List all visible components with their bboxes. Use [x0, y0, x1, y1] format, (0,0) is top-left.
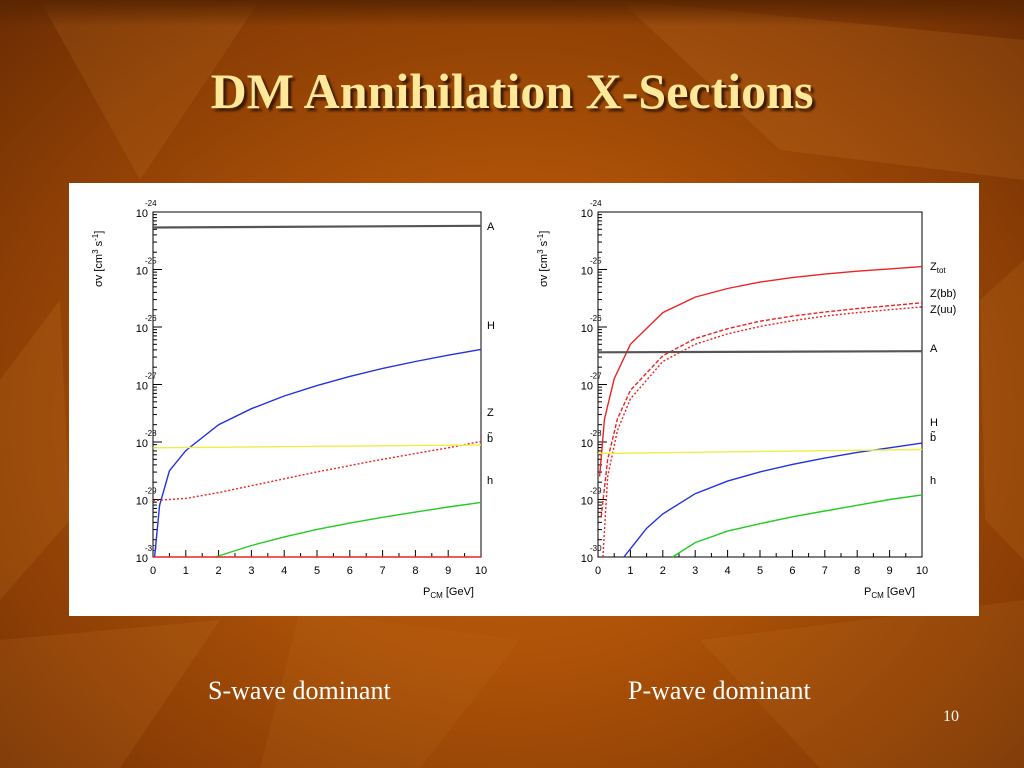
chart2-y-tick-exponent: -24: [590, 199, 602, 208]
chart2-x-tick-label: 7: [822, 565, 828, 577]
caption-left: S-wave dominant: [208, 676, 391, 705]
chart2-x-axis-label: PCM [GeV]: [864, 586, 915, 600]
chart1-series-b: [152, 444, 482, 449]
chart2-curve-label: b̃: [930, 431, 936, 444]
chart2-y-tick-exponent: -26: [590, 314, 602, 323]
chart2-y-tick-label: 10: [581, 381, 593, 393]
chart2-x-tick-label: 8: [854, 565, 860, 577]
chart1-series-h: [153, 348, 482, 558]
chart2-series-h: [623, 442, 923, 558]
chart1-x-tick-label: 0: [150, 565, 156, 577]
chart1-curve-label: Z: [487, 407, 494, 419]
chart1-x-tick-label: 2: [216, 565, 222, 577]
charts-svg: 0 1 2 3 4 5 6 7 8 9 1010-2410-2510-2610-2710-2810-…: [91, 199, 956, 600]
top-shade: [0, 0, 1024, 26]
chart2-series-ztot: [598, 265, 923, 477]
chart1-y-tick-exponent: -28: [145, 429, 157, 438]
chart1-y-tick-label: 10: [136, 496, 148, 508]
chart2-curve-label: Z(bb): [930, 288, 956, 300]
chart1-y-tick-label: 10: [136, 381, 148, 393]
chart1-curve-label: b̃: [487, 432, 493, 445]
chart1-series-a: [152, 224, 482, 229]
chart1-x-tick-label: 5: [314, 565, 320, 577]
chart1-curve-label: h: [487, 475, 493, 487]
chart2-y-tick-label: 10: [581, 496, 593, 508]
chart2-x-tick-label: 6: [789, 565, 795, 577]
chart2-curve-label: Ztot: [930, 261, 946, 275]
page-number: 10: [943, 708, 959, 725]
chart1-y-tick-label: 10: [136, 266, 148, 278]
chart2-plot-frame: [597, 211, 923, 558]
chart2-y-tick-exponent: -30: [590, 544, 602, 553]
chart2-series-b: [597, 448, 923, 455]
chart2-y-tick-label: 10: [581, 438, 593, 450]
chart2-series-a: [597, 350, 923, 354]
chart2-y-tick-exponent: -25: [590, 257, 602, 266]
chart1-x-tick-label: 6: [347, 565, 353, 577]
chart1-x-tick-label: 4: [281, 565, 287, 577]
chart1-y-tick-label: 10: [136, 553, 148, 565]
chart1-y-tick-exponent: -25: [145, 257, 157, 266]
chart2-y-tick-label: 10: [581, 208, 593, 220]
chart2-x-tick-label: 0: [595, 565, 601, 577]
chart1-series-h: [215, 501, 482, 558]
chart2-x-tick-label: 2: [660, 565, 666, 577]
chart1-x-tick-label: 7: [380, 565, 386, 577]
chart1-x-tick-label: 3: [248, 565, 254, 577]
chart1-y-tick-exponent: -30: [145, 544, 157, 553]
chart2-y-tick-exponent: -28: [590, 429, 602, 438]
chart2-x-tick-label: 9: [887, 565, 893, 577]
caption-right: P-wave dominant: [628, 676, 811, 705]
chart1-x-tick-label: 8: [412, 565, 418, 577]
chart2-curve-label: A: [930, 343, 938, 355]
chart1-y-tick-exponent: -24: [145, 199, 157, 208]
chart2-y-tick-label: 10: [581, 553, 593, 565]
chart2-series-zbb: [600, 302, 923, 517]
chart2-x-tick-label: 10: [916, 565, 928, 577]
chart2-y-tick-label: 10: [581, 266, 593, 278]
chart1-x-tick-label: 10: [475, 565, 487, 577]
chart1-y-tick-label: 10: [136, 208, 148, 220]
chart1-y-tick-exponent: -27: [145, 372, 157, 381]
chart-panel: 0 1 2 3 4 5 6 7 8 9 10 10 -24 10 -25 10 -26 10 -27 10 -28 10-…: [69, 183, 979, 616]
chart1-x-axis-label: PCM [GeV]: [423, 586, 474, 600]
chart2-y-tick-exponent: -27: [590, 372, 602, 381]
chart1-x-tick-label: 9: [445, 565, 451, 577]
chart2-x-tick-label: 4: [725, 565, 731, 577]
slide-title: DM Annihilation X-Sections: [210, 63, 814, 119]
chart1-y-tick-exponent: -29: [145, 487, 157, 496]
chart2-curve-label: H: [930, 417, 938, 429]
chart1-plot-frame: [152, 211, 482, 558]
chart2-series-h: [672, 494, 923, 558]
chart1-x-tick-label: 1: [183, 565, 189, 577]
chart2-y-tick-label: 10: [581, 323, 593, 335]
chart1-y-tick-exponent: -26: [145, 314, 157, 323]
chart1-curve-label: A: [487, 221, 495, 233]
chart2-x-tick-label: 3: [692, 565, 698, 577]
chart2-curve-label: Z(uu): [930, 304, 956, 316]
chart2-x-tick-label: 5: [757, 565, 763, 577]
chart2-y-axis-label: σv [cm3 s-1]: [536, 231, 550, 287]
chart2-y-tick-exponent: -29: [590, 487, 602, 496]
chart2-x-tick-label: 1: [627, 565, 633, 577]
chart2-curve-label: h: [930, 475, 936, 487]
chart1-y-tick-label: 10: [136, 438, 148, 450]
chart1-series-z: [152, 440, 482, 502]
chart1-y-tick-label: 10: [136, 323, 148, 335]
chart1-curve-label: H: [487, 320, 495, 332]
chart2-series-zuu: [602, 306, 923, 558]
chart1-y-axis-label: σv [cm3 s-1]: [91, 231, 105, 287]
